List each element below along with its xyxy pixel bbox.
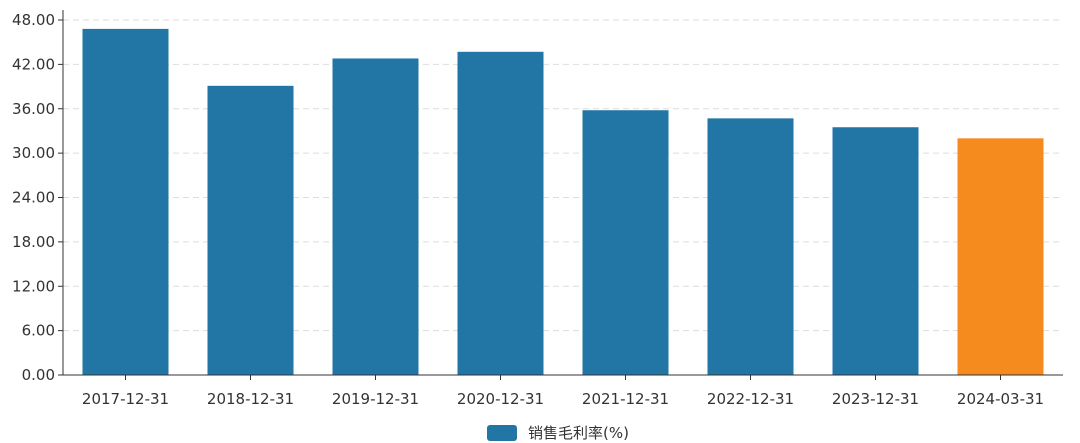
legend-label: 销售毛利率(%): [528, 424, 629, 442]
x-tick-label: 2023-12-31: [832, 390, 919, 408]
y-tick-label: 30.00: [12, 144, 55, 162]
y-tick-label: 24.00: [12, 189, 55, 207]
y-tick-label: 0.00: [22, 366, 55, 384]
y-tick-label: 48.00: [12, 11, 55, 29]
x-axis-ticks: 2017-12-31 2018-12-31 2019-12-31 2020-12-31…: [82, 375, 1044, 408]
bar-2017-12-31[interactable]: [82, 28, 169, 375]
x-tick-label: 2024-03-31: [957, 390, 1044, 408]
legend[interactable]: 销售毛利率(%): [487, 424, 629, 442]
bar-2022-12-31[interactable]: [707, 118, 794, 375]
y-axis-ticks: 0.00 6.00 12.00 18.00 24.00 30.00 36.00 42.00 48…: [12, 11, 63, 384]
legend-swatch: [487, 425, 517, 441]
x-tick-label: 2017-12-31: [82, 390, 169, 408]
y-tick-label: 6.00: [22, 322, 55, 340]
x-tick-label: 2021-12-31: [582, 390, 669, 408]
bar-2019-12-31[interactable]: [332, 58, 419, 375]
bar-2024-03-31[interactable]: [957, 138, 1044, 375]
y-tick-label: 36.00: [12, 100, 55, 118]
y-tick-label: 42.00: [12, 55, 55, 73]
x-tick-label: 2022-12-31: [707, 390, 794, 408]
bar-2018-12-31[interactable]: [207, 85, 294, 376]
y-tick-label: 12.00: [12, 277, 55, 295]
bars: [82, 28, 1044, 376]
axes: [62, 10, 1063, 376]
bar-2021-12-31[interactable]: [582, 110, 669, 376]
bar-2020-12-31[interactable]: [457, 51, 544, 375]
x-tick-label: 2019-12-31: [332, 390, 419, 408]
x-tick-label: 2020-12-31: [457, 390, 544, 408]
x-tick-label: 2018-12-31: [207, 390, 294, 408]
y-tick-label: 18.00: [12, 233, 55, 251]
bar-2023-12-31[interactable]: [832, 127, 919, 375]
